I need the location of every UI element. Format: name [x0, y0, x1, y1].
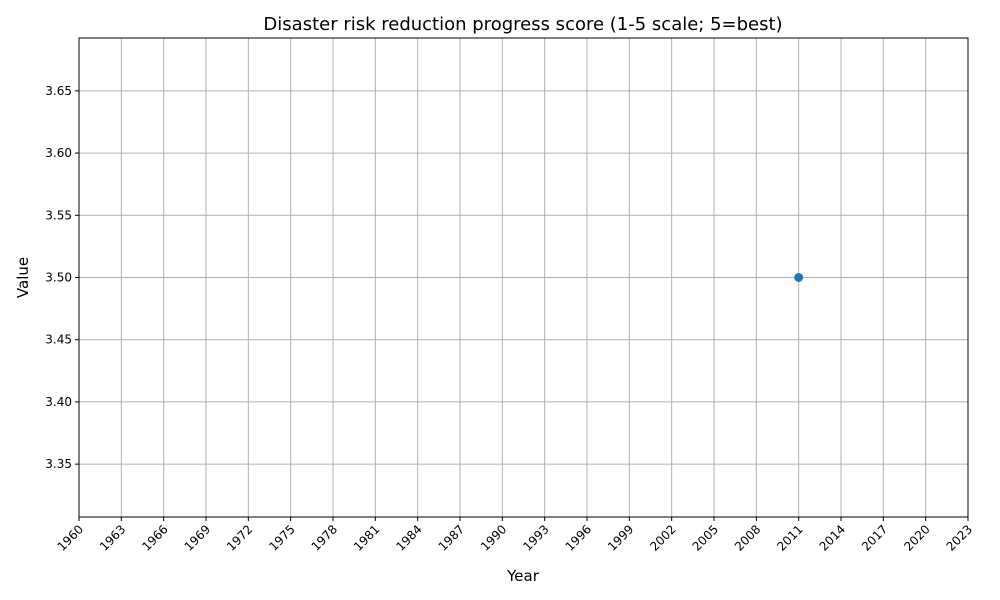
x-tick-label: 2023 — [944, 522, 975, 553]
grid-lines — [78, 38, 969, 517]
x-tick-label: 1963 — [97, 522, 128, 553]
x-tick-label: 1984 — [393, 522, 424, 553]
x-tick-label: 2017 — [859, 522, 890, 553]
x-tick-label: 2002 — [647, 522, 678, 553]
x-tick-label: 1978 — [309, 522, 340, 553]
x-tick-label: 2014 — [817, 522, 848, 553]
y-tick-label: 3.55 — [45, 208, 72, 222]
y-tick-label: 3.65 — [45, 84, 72, 98]
y-tick-label: 3.35 — [45, 457, 72, 471]
y-tick-label: 3.60 — [45, 146, 72, 160]
y-tick-label: 3.45 — [45, 333, 72, 347]
x-tick-label: 1969 — [182, 522, 213, 553]
x-tick-label: 1981 — [351, 522, 382, 553]
x-tick-label: 2005 — [690, 522, 721, 553]
x-tick-label: 1999 — [605, 522, 636, 553]
x-tick-label: 2008 — [732, 522, 763, 553]
chart-title: Disaster risk reduction progress score (… — [263, 14, 782, 35]
x-tick-label: 1990 — [478, 522, 509, 553]
y-axis-label: Value — [14, 257, 32, 298]
axis-ticks: 1960 1963 1966 1969 1972 1975 1978 1981 1984 1987… — [45, 84, 975, 554]
x-tick-label: 1993 — [520, 522, 551, 553]
x-tick-label: 1996 — [563, 522, 594, 553]
plot-frame — [78, 37, 969, 518]
x-tick-label: 2011 — [774, 522, 805, 553]
y-tick-label: 3.40 — [45, 395, 72, 409]
x-axis-label: Year — [506, 567, 540, 585]
data-point — [794, 273, 804, 282]
x-tick-label: 1960 — [55, 522, 86, 553]
data-points — [794, 273, 804, 282]
x-tick-label: 2020 — [901, 522, 932, 553]
y-tick-label: 3.50 — [45, 271, 72, 285]
x-tick-label: 1975 — [266, 522, 297, 553]
x-tick-label: 1966 — [139, 522, 170, 553]
x-tick-label: 1987 — [436, 522, 467, 553]
x-tick-label: 1972 — [224, 522, 255, 553]
